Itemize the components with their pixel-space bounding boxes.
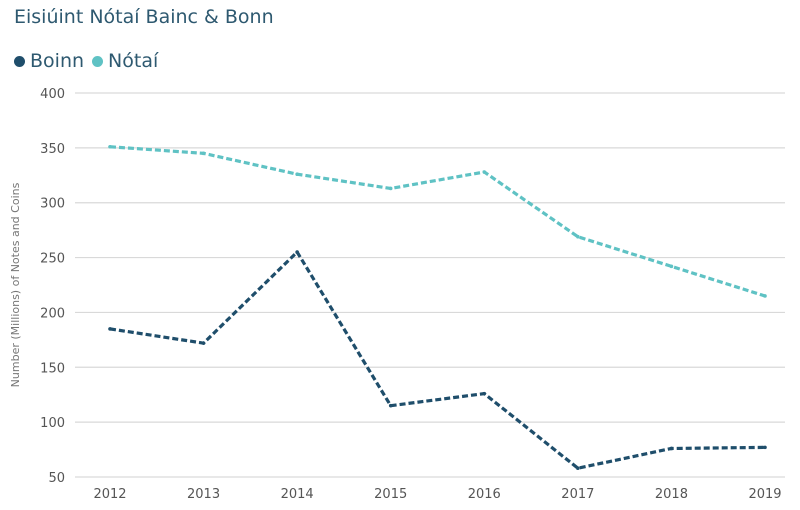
x-tick-label-2017: 2017	[561, 487, 594, 502]
data-point-notai-2014	[295, 172, 299, 176]
y-tick-label-350: 350	[40, 142, 65, 157]
y-axis-title: Number (Millions) of Notes and Coins	[9, 182, 22, 387]
data-point-boinn-2016	[482, 391, 487, 396]
y-tick-label-100: 100	[40, 416, 65, 431]
data-point-notai-2018	[669, 264, 674, 269]
data-point-notai-2012	[108, 144, 112, 149]
series-line-notai	[109, 145, 766, 298]
data-point-boinn-2019	[763, 445, 767, 450]
x-tick-label-2014: 2014	[281, 487, 314, 502]
y-tick-label-300: 300	[40, 197, 65, 212]
y-tick-label-400: 400	[40, 87, 65, 102]
data-point-notai-2019	[763, 294, 767, 298]
chart-title: Eisiúint Nótaí Bainc & Bonn	[14, 6, 274, 28]
legend: Boinn Nótaí	[14, 50, 166, 72]
y-tick-label-50: 50	[48, 471, 65, 486]
data-point-notai-2016	[482, 170, 487, 174]
x-tick-label-2013: 2013	[187, 487, 220, 502]
data-point-boinn-2013	[201, 341, 206, 345]
legend-label-notai: Nótaí	[108, 50, 159, 72]
legend-label-boinn: Boinn	[30, 50, 85, 72]
data-point-boinn-2018	[669, 446, 674, 451]
y-tick-label-150: 150	[40, 361, 65, 376]
y-tick-label-250: 250	[40, 252, 65, 267]
data-point-notai-2017	[576, 234, 580, 239]
legend-item-boinn: Boinn	[14, 50, 84, 72]
x-tick-label-2016: 2016	[468, 487, 501, 502]
legend-swatch-notai	[92, 55, 104, 67]
series-line-boinn	[109, 250, 766, 470]
legend-swatch-boinn	[14, 55, 25, 67]
data-point-boinn-2015	[388, 403, 393, 408]
data-point-boinn-2017	[576, 466, 580, 471]
x-tick-label-2015: 2015	[374, 487, 407, 502]
y-tick-label-200: 200	[40, 306, 65, 321]
x-tick-label-2018: 2018	[655, 487, 688, 502]
x-tick-label-2019: 2019	[748, 487, 781, 502]
data-point-boinn-2012	[108, 327, 112, 331]
x-tick-label-2012: 2012	[93, 487, 126, 502]
legend-item-notai: Nótaí	[92, 50, 158, 72]
data-point-notai-2013	[201, 151, 206, 156]
data-point-boinn-2014	[295, 250, 299, 254]
data-point-notai-2015	[388, 186, 393, 191]
